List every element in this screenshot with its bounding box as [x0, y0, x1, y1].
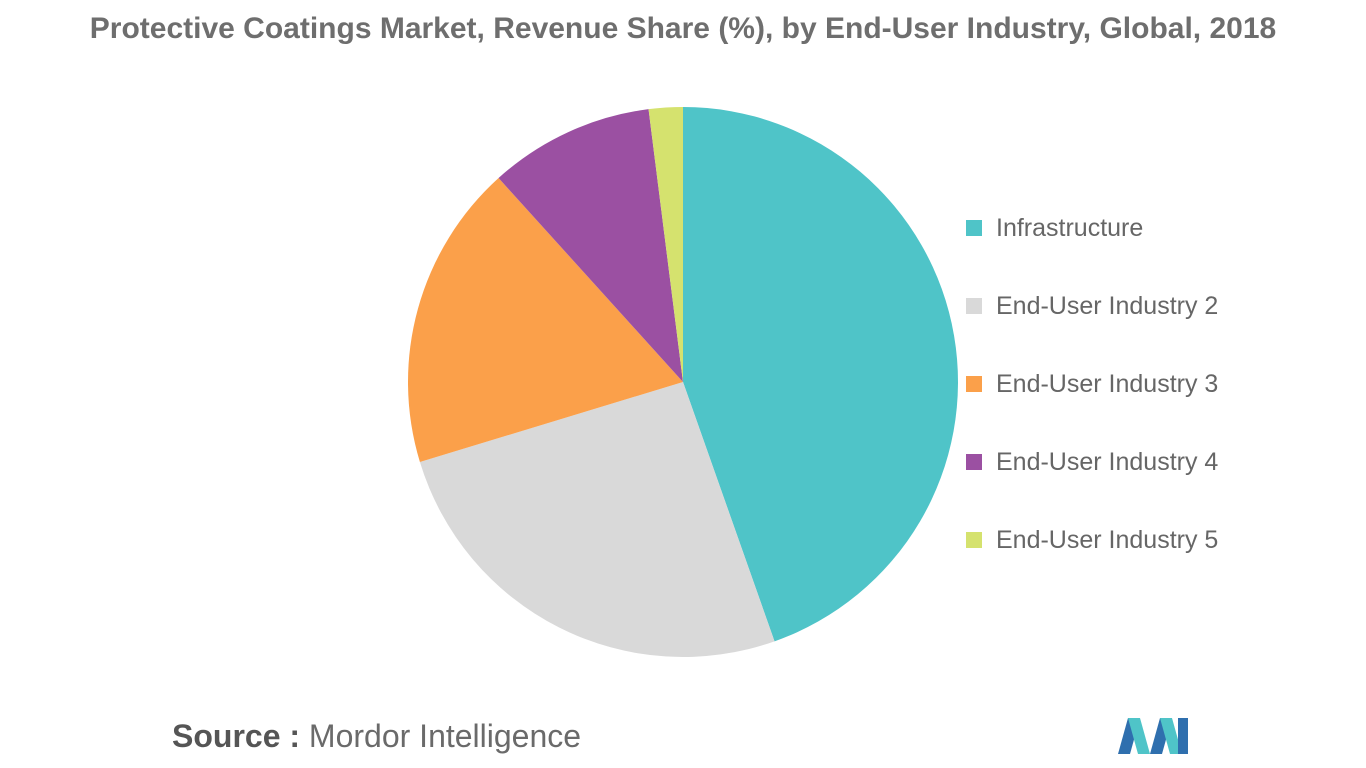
legend-item-end-user-industry-5: End-User Industry 5: [966, 518, 1218, 596]
legend-item-end-user-industry-2: End-User Industry 2: [966, 284, 1218, 362]
legend-swatch: [966, 220, 982, 236]
legend-item-infrastructure: Infrastructure: [966, 206, 1218, 284]
chart-legend: Infrastructure End-User Industry 2 End-U…: [966, 206, 1218, 596]
source-note: Source : Mordor Intelligence: [172, 718, 581, 755]
legend-label: End-User Industry 3: [996, 370, 1219, 398]
pie-slice-end-user-industry-4: [498, 109, 683, 382]
legend-label: Infrastructure: [996, 214, 1144, 242]
legend-swatch: [966, 376, 982, 392]
legend-label: End-User Industry 4: [996, 448, 1219, 476]
pie-slice-infrastructure: [683, 107, 959, 642]
legend-item-end-user-industry-4: End-User Industry 4: [966, 440, 1218, 518]
pie-slice-end-user-industry-3: [408, 178, 683, 463]
pie-slice-end-user-industry-2: [419, 382, 775, 658]
pie-slice-end-user-industry-5: [648, 107, 683, 382]
source-value: Mordor Intelligence: [308, 718, 582, 754]
source-label: Source :: [172, 718, 301, 754]
legend-swatch: [966, 532, 982, 548]
legend-swatch: [966, 298, 982, 314]
chart-title: Protective Coatings Market, Revenue Shar…: [89, 12, 1277, 45]
legend-label: End-User Industry 5: [996, 526, 1219, 554]
legend-label: End-User Industry 2: [996, 292, 1219, 320]
legend-item-end-user-industry-3: End-User Industry 3: [966, 362, 1218, 440]
legend-swatch: [966, 454, 982, 470]
mordor-intelligence-logo-icon: [1118, 718, 1188, 754]
